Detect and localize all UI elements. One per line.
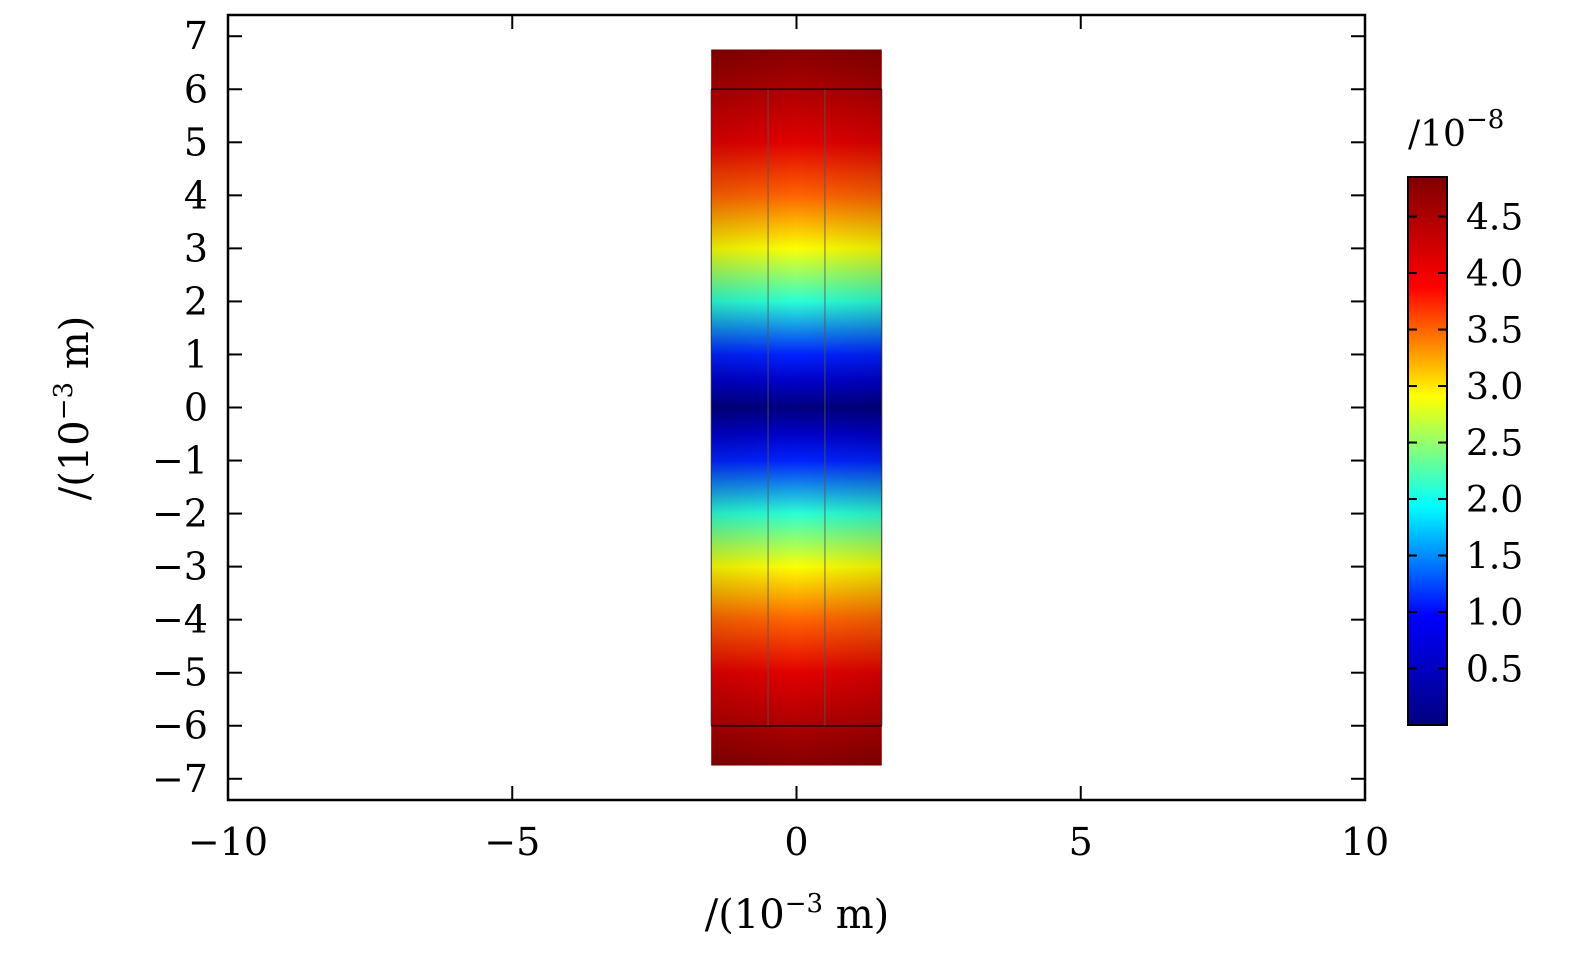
y-tick-label-12: −5 — [152, 651, 208, 695]
colorbar-title: /10−8 — [1408, 105, 1504, 155]
x-tick-label-4: 10 — [1341, 820, 1389, 864]
y-tick-label-1: 6 — [184, 67, 208, 111]
y-tick-label-6: 1 — [184, 332, 208, 376]
y-axis-label: /(10−3 m) — [49, 316, 98, 501]
y-tick-label-8: −1 — [152, 439, 208, 483]
y-tick-label-11: −4 — [152, 598, 208, 642]
y-tick-label-14: −7 — [152, 757, 208, 801]
y-tick-label-5: 2 — [184, 279, 208, 323]
y-tick-label-10: −3 — [152, 545, 208, 589]
colorbar-tick-label-0: 4.5 — [1466, 198, 1523, 239]
colorbar-tick-label-5: 2.0 — [1466, 480, 1523, 521]
x-tick-label-1: −5 — [484, 820, 540, 864]
field-edge-shading — [711, 49, 882, 766]
x-tick-label-2: 0 — [784, 820, 808, 864]
y-tick-label-0: 7 — [184, 14, 208, 58]
colorbar-tick-label-8: 0.5 — [1466, 650, 1523, 691]
x-tick-label-0: −10 — [188, 820, 268, 864]
y-axis-ticks: 7 6 5 4 3 2 1 0 −1 −2 −3 −4 −5 −6 −7 — [152, 14, 1365, 801]
displacement-field — [710, 49, 883, 766]
colorbar: 4.5 4.0 3.5 3.0 2.5 2.0 1.5 1.0 0.5 — [1407, 176, 1523, 726]
x-tick-label-3: 5 — [1069, 820, 1093, 864]
x-axis-ticks: −10 −5 0 5 10 — [188, 15, 1389, 864]
colorbar-tick-label-1: 4.0 — [1466, 254, 1523, 295]
y-tick-label-7: 0 — [184, 386, 208, 430]
y-tick-label-9: −2 — [152, 492, 208, 536]
colorbar-rect — [1407, 176, 1448, 726]
y-tick-label-4: 3 — [184, 226, 208, 270]
y-tick-label-2: 5 — [184, 120, 208, 164]
colorbar-tick-label-6: 1.5 — [1466, 537, 1523, 578]
colorbar-tick-label-3: 3.0 — [1466, 367, 1523, 408]
colorbar-tick-label-7: 1.0 — [1466, 593, 1523, 634]
y-tick-label-13: −6 — [152, 704, 208, 748]
colorbar-tick-label-2: 3.5 — [1466, 311, 1523, 352]
y-tick-label-3: 4 — [184, 173, 208, 217]
colorbar-tick-label-4: 2.5 — [1466, 424, 1523, 465]
x-axis-label: /(10−3 m) — [705, 889, 890, 938]
